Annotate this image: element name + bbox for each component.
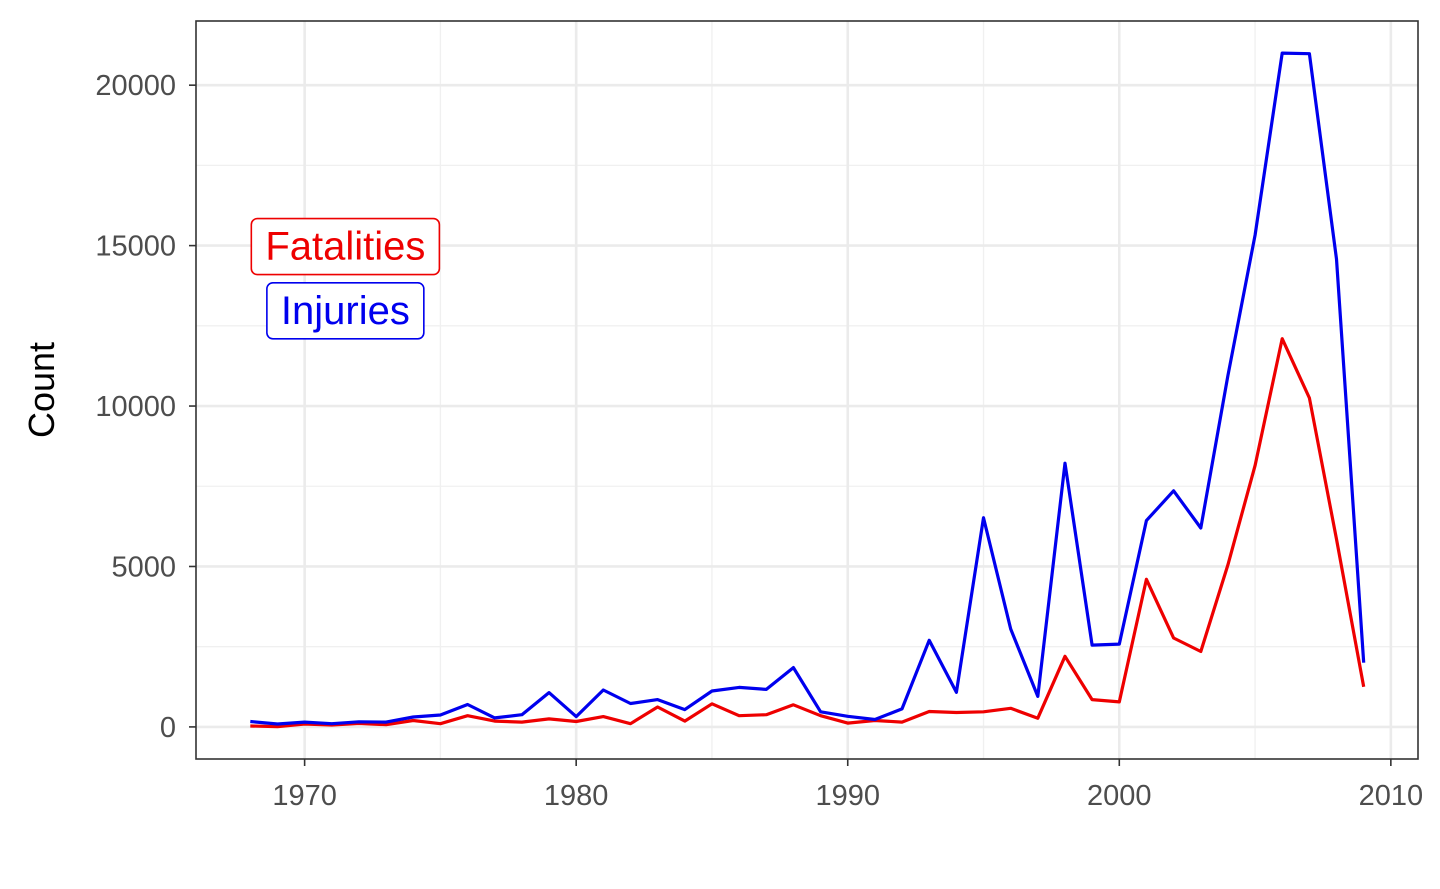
annotation-box (266, 281, 425, 340)
x-axis-ticks: 1970 1980 1990 2000 2010 (272, 759, 1423, 812)
major-gridlines (196, 21, 1418, 759)
annotation-box (250, 217, 441, 276)
x-tick-label: 2010 (1359, 780, 1424, 812)
series-line-injuries (250, 51, 1366, 726)
x-tick-label: 1980 (544, 780, 609, 812)
y-tick-label: 0 (160, 712, 176, 744)
series-line-fatalities (250, 337, 1366, 729)
x-tick-label: 2000 (1087, 780, 1152, 812)
x-tick-label: 1970 (272, 780, 337, 812)
annotation-label: Injuries (281, 289, 410, 333)
legend-annotations: Fatalities Injuries (250, 217, 441, 340)
annotation-fatalities: Fatalities (250, 217, 441, 276)
x-tick-label: 1990 (815, 780, 880, 812)
y-axis-ticks: 0 5000 10000 15000 20000 (95, 70, 196, 744)
y-axis-title: Count (21, 342, 62, 438)
y-tick-label: 5000 (111, 551, 176, 583)
y-tick-label: 20000 (95, 70, 176, 102)
annotation-label: Fatalities (265, 225, 425, 269)
series-layer (250, 51, 1366, 729)
plot-panel-border (195, 20, 1419, 760)
annotation-injuries: Injuries (266, 281, 425, 340)
y-tick-label: 15000 (95, 231, 176, 263)
y-tick-label: 10000 (95, 391, 176, 423)
